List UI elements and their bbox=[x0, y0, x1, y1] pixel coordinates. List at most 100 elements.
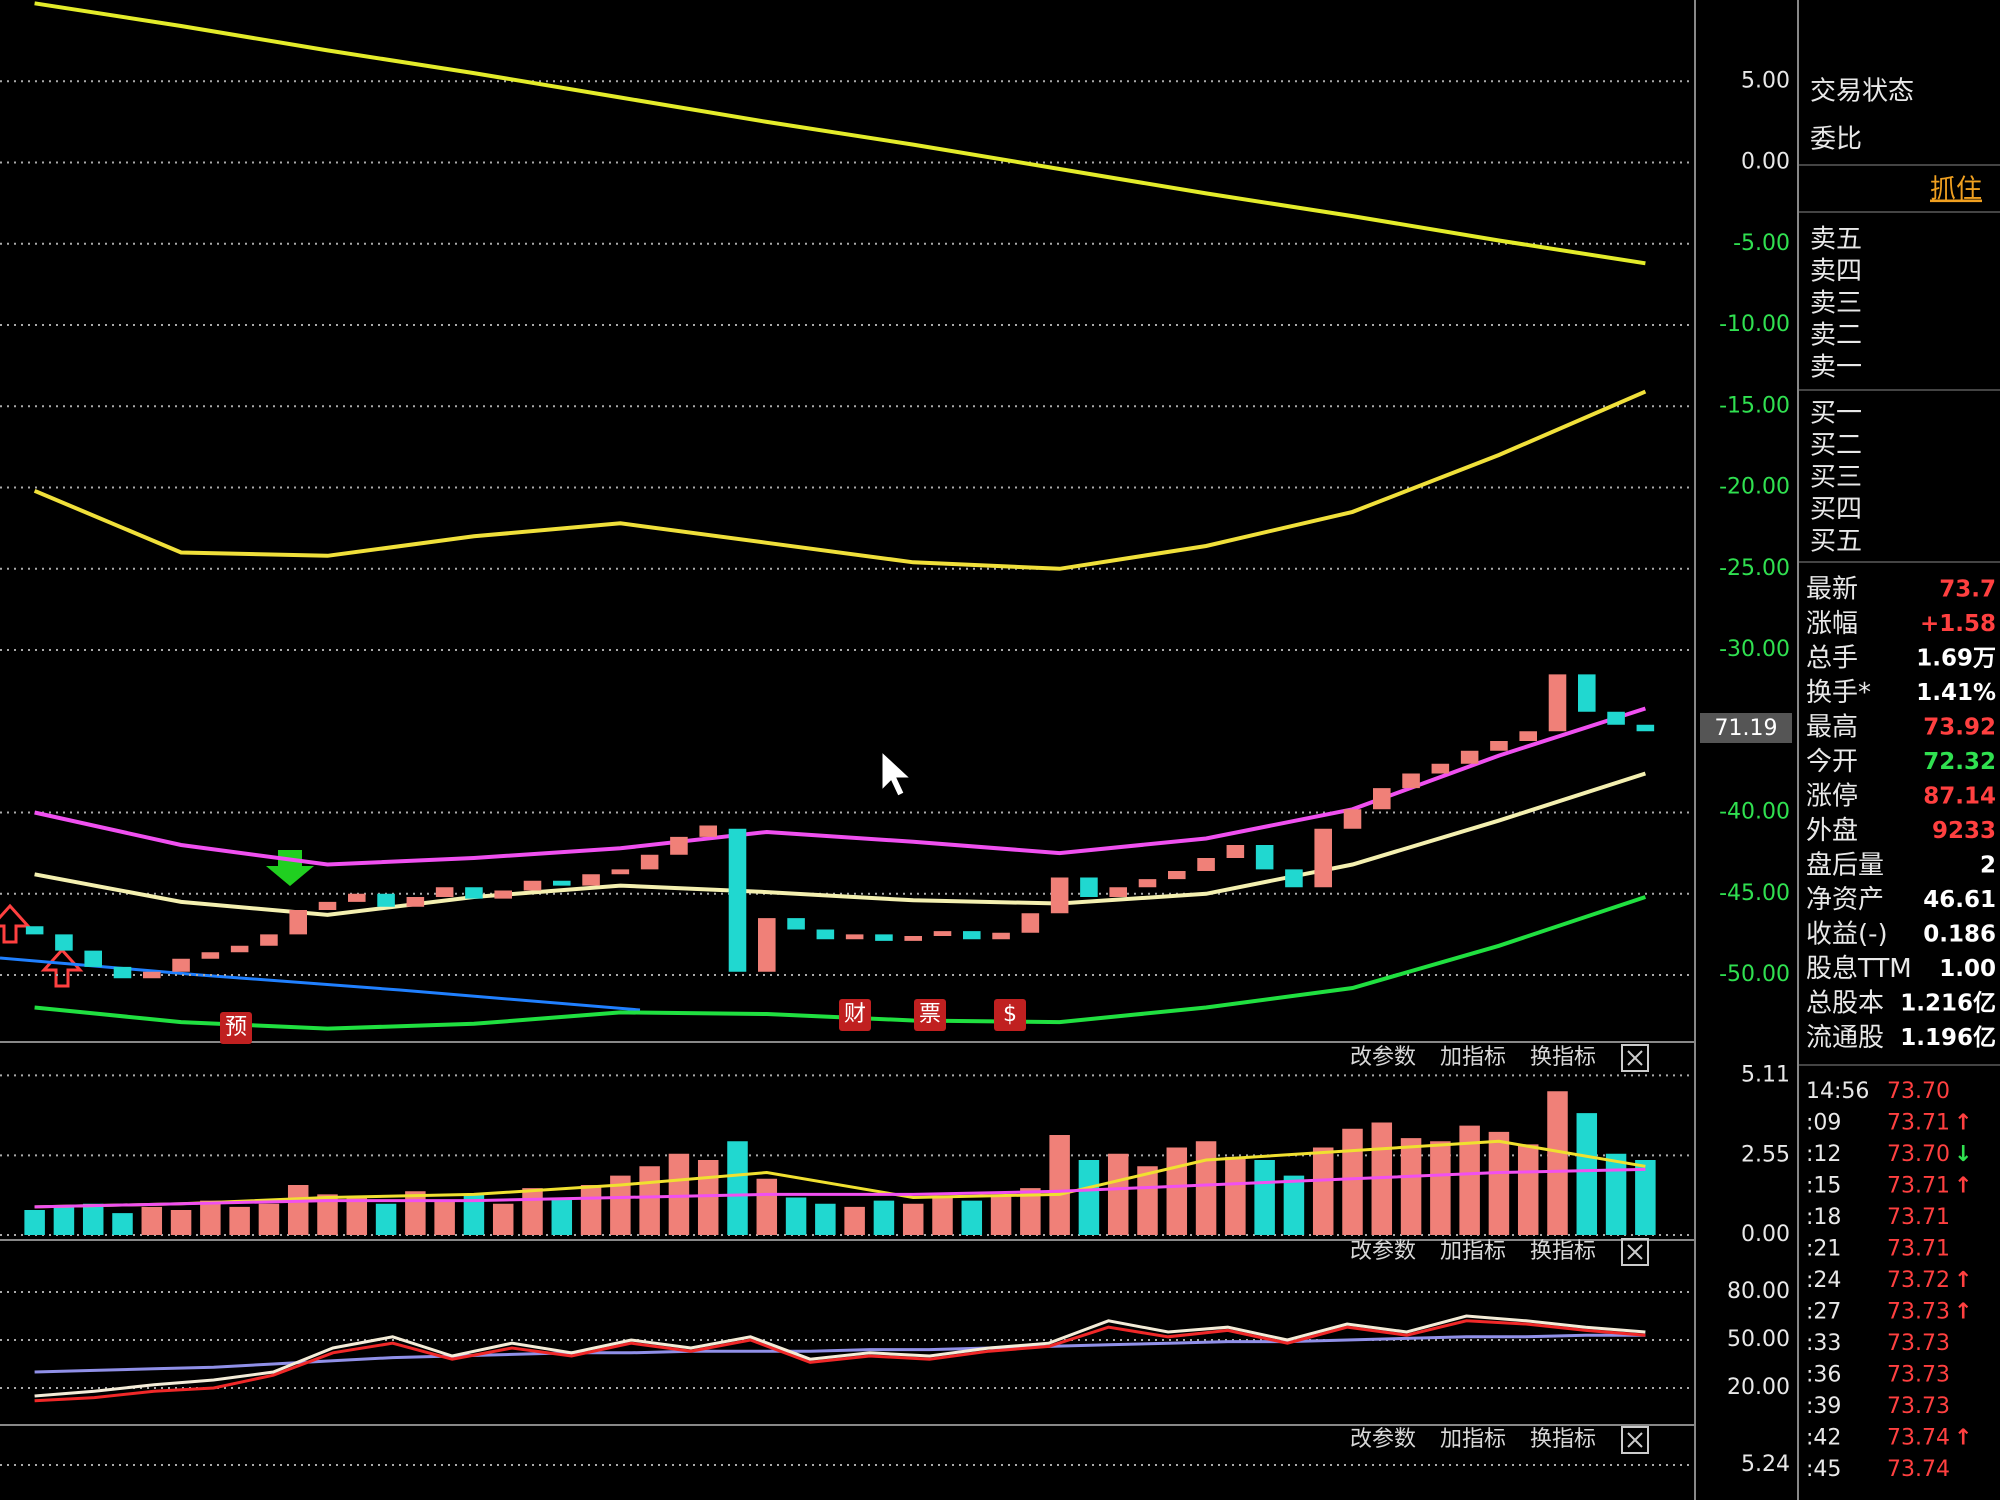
trade-price: 73.73 bbox=[1887, 1331, 1950, 1356]
volume-bar bbox=[727, 1141, 748, 1235]
toolbar-button[interactable]: 加指标 bbox=[1440, 1239, 1506, 1264]
y-tick-label: 2.55 bbox=[1741, 1142, 1790, 1167]
toolbar-button[interactable]: 换指标 bbox=[1530, 1427, 1596, 1452]
candle-body bbox=[1021, 913, 1040, 933]
candle-body bbox=[230, 945, 249, 953]
candle-body bbox=[1168, 871, 1186, 880]
trade-direction: ↑ bbox=[1954, 1111, 1972, 1136]
volume-bar bbox=[873, 1200, 895, 1235]
trade-price: 73.74 bbox=[1887, 1457, 1950, 1482]
volume-bar bbox=[1459, 1125, 1480, 1235]
volume-bar bbox=[522, 1188, 543, 1235]
event-marker[interactable]: 票 bbox=[919, 1002, 941, 1027]
volume-bar bbox=[1312, 1147, 1334, 1235]
candle-body bbox=[84, 950, 102, 967]
toolbar-button[interactable]: 换指标 bbox=[1530, 1239, 1596, 1264]
trade-price: 73.72 bbox=[1887, 1268, 1950, 1293]
toolbar-button[interactable]: 换指标 bbox=[1530, 1045, 1596, 1070]
ask-label: 卖五 bbox=[1810, 225, 1862, 255]
close-button[interactable] bbox=[1621, 1426, 1649, 1454]
candle-body bbox=[1314, 828, 1332, 888]
trade-time: :33 bbox=[1806, 1331, 1841, 1356]
volume-bar bbox=[1488, 1131, 1510, 1235]
candle-body bbox=[1578, 674, 1596, 712]
trade-price: 73.71 bbox=[1887, 1237, 1950, 1262]
event-marker-box bbox=[220, 1012, 252, 1044]
volume-bar bbox=[639, 1166, 660, 1235]
y-tick-label: 0.00 bbox=[1741, 150, 1790, 175]
field-value: 2 bbox=[1980, 853, 1996, 879]
candle-body bbox=[611, 869, 630, 875]
toolbar-button[interactable]: 改参数 bbox=[1350, 1239, 1416, 1264]
bid-label: 买三 bbox=[1810, 463, 1862, 493]
toolbar-button[interactable]: 改参数 bbox=[1350, 1427, 1416, 1452]
volume-bar bbox=[1342, 1128, 1363, 1235]
candle-body bbox=[582, 874, 600, 886]
volume-bar bbox=[405, 1191, 426, 1235]
event-marker[interactable]: 财 bbox=[844, 1002, 866, 1027]
field-value: 1.216亿 bbox=[1900, 991, 1996, 1017]
trade-time: :15 bbox=[1806, 1174, 1841, 1199]
candle-body bbox=[55, 934, 73, 951]
volume-bar bbox=[1166, 1147, 1188, 1235]
y-tick-label: -30.00 bbox=[1719, 637, 1790, 662]
trade-price: 73.71 bbox=[1887, 1174, 1950, 1199]
volume-bar bbox=[141, 1206, 163, 1235]
candle-body bbox=[1343, 809, 1362, 829]
candle-body bbox=[1197, 858, 1215, 871]
bid-label: 买五 bbox=[1810, 527, 1862, 557]
volume-bar bbox=[551, 1197, 573, 1235]
ask-label: 卖三 bbox=[1810, 289, 1862, 319]
event-marker[interactable]: $ bbox=[1003, 1002, 1017, 1027]
toolbar-button[interactable]: 改参数 bbox=[1350, 1045, 1416, 1070]
close-button[interactable] bbox=[1621, 1044, 1649, 1072]
trade-time: :27 bbox=[1806, 1300, 1841, 1325]
candle-body bbox=[465, 887, 483, 899]
trade-direction: ↑ bbox=[1954, 1300, 1972, 1325]
volume-bar bbox=[229, 1206, 250, 1235]
candle-body bbox=[1490, 741, 1508, 751]
indicator-line bbox=[34, 1, 1646, 266]
volume-bar bbox=[932, 1197, 953, 1235]
close-button[interactable] bbox=[1621, 1238, 1649, 1266]
y-tick-label: -50.00 bbox=[1719, 962, 1790, 987]
indicator-line bbox=[34, 1319, 1646, 1403]
trade-time: :09 bbox=[1806, 1111, 1841, 1136]
volume-bar bbox=[1635, 1160, 1656, 1235]
volume-bar bbox=[1547, 1091, 1568, 1235]
volume-bar bbox=[1400, 1138, 1422, 1235]
field-label: 换手* bbox=[1806, 678, 1871, 708]
volume-bar bbox=[1225, 1156, 1246, 1235]
banner[interactable]: 抓住 bbox=[1930, 175, 1982, 205]
candle-body bbox=[1460, 750, 1479, 764]
trade-time: :24 bbox=[1806, 1268, 1841, 1293]
candle-body bbox=[1431, 763, 1450, 774]
close-icon bbox=[1627, 1244, 1643, 1260]
candle-body bbox=[435, 887, 454, 897]
y-tick-label: -25.00 bbox=[1719, 556, 1790, 581]
y-tick-label: 80.00 bbox=[1727, 1279, 1790, 1304]
volume-bar bbox=[200, 1200, 221, 1235]
toolbar-button[interactable]: 加指标 bbox=[1440, 1427, 1506, 1452]
event-marker[interactable]: 预 bbox=[225, 1015, 247, 1040]
candle-body bbox=[113, 966, 132, 979]
candle-body bbox=[904, 936, 922, 941]
status-label: 交易状态 bbox=[1810, 77, 1914, 107]
candle-body bbox=[348, 893, 366, 902]
indicator-line bbox=[34, 1167, 1646, 1209]
event-marker-box bbox=[839, 999, 871, 1031]
volume-bar bbox=[82, 1203, 104, 1235]
volume-bar bbox=[580, 1185, 602, 1235]
candle-body bbox=[699, 825, 717, 837]
field-label: 最新 bbox=[1806, 575, 1858, 605]
candle-body bbox=[553, 880, 571, 886]
y-tick-label: 5.24 bbox=[1741, 1452, 1790, 1477]
trade-time: :21 bbox=[1806, 1237, 1841, 1262]
candle-body bbox=[377, 893, 395, 907]
field-label: 总股本 bbox=[1806, 989, 1884, 1019]
volume-bar bbox=[375, 1203, 397, 1235]
toolbar-button[interactable]: 加指标 bbox=[1440, 1045, 1506, 1070]
